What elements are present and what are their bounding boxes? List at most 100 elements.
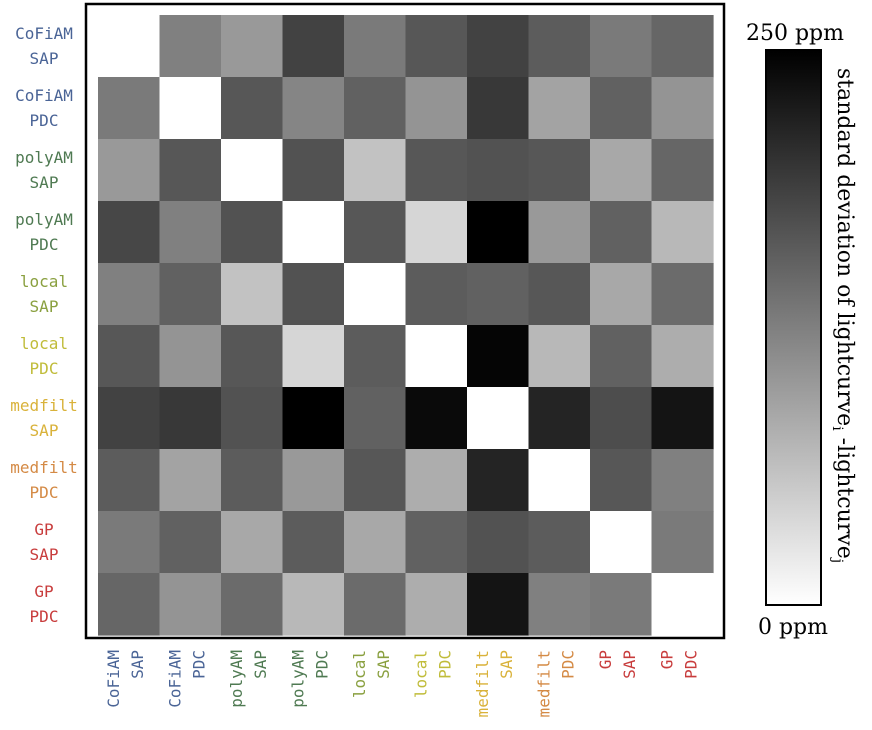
x-tick-label: SAP <box>497 650 516 679</box>
heatmap-cell <box>282 139 345 202</box>
colorbar-title-sub-i: i <box>829 426 845 431</box>
heatmap-cell <box>98 449 161 512</box>
y-tick-label: CoFiAM <box>15 86 73 105</box>
y-tick-label: local <box>20 334 68 353</box>
heatmap-cell <box>159 77 222 140</box>
heatmap-cell <box>344 263 407 326</box>
heatmap-cell <box>467 573 530 636</box>
heatmap-cell <box>528 139 591 202</box>
heatmap-cell <box>159 139 222 202</box>
heatmap-cell <box>467 201 530 264</box>
heatmap-cell <box>159 201 222 264</box>
y-tick-label: SAP <box>30 49 59 68</box>
y-tick-label: PDC <box>30 359 59 378</box>
x-tick-label: CoFiAM <box>165 650 184 708</box>
x-tick-label: local <box>350 650 369 698</box>
heatmap-cell <box>405 139 468 202</box>
heatmap-cell <box>98 511 161 574</box>
heatmap-cell <box>282 263 345 326</box>
heatmap-cell <box>159 573 222 636</box>
heatmap-cell <box>405 449 468 512</box>
heatmap-cell <box>344 573 407 636</box>
heatmap-cell <box>98 325 161 388</box>
heatmap-cell <box>98 387 161 450</box>
heatmap-cell <box>221 387 284 450</box>
x-tick-label: GP <box>657 650 676 669</box>
heatmap-cell <box>651 15 714 78</box>
heatmap-cell <box>344 325 407 388</box>
y-tick-label: polyAM <box>15 148 73 167</box>
heatmap-cell <box>282 387 345 450</box>
x-tick-label: SAP <box>374 650 393 679</box>
y-tick-label: SAP <box>30 297 59 316</box>
heatmap-cell <box>528 325 591 388</box>
heatmap-cell <box>344 449 407 512</box>
colorbar-bottom-label: 0 ppm <box>758 615 828 640</box>
heatmap-cell <box>528 387 591 450</box>
y-tick-label: SAP <box>30 173 59 192</box>
heatmap-cell <box>344 15 407 78</box>
heatmap-cell <box>282 77 345 140</box>
x-tick-label: medfilt <box>534 650 553 717</box>
heatmap-cell <box>98 263 161 326</box>
heatmap-cell <box>590 77 653 140</box>
heatmap-cell <box>405 77 468 140</box>
heatmap-cell <box>98 77 161 140</box>
heatmap-cell <box>98 201 161 264</box>
heatmap-cell <box>651 139 714 202</box>
heatmap-cell <box>221 573 284 636</box>
colorbar-title-main: standard deviation of lightcurve <box>832 68 857 426</box>
y-tick-label: GP <box>34 520 53 539</box>
heatmap-cell <box>651 387 714 450</box>
heatmap-cell <box>344 201 407 264</box>
heatmap-cell <box>590 449 653 512</box>
y-tick-label: PDC <box>30 235 59 254</box>
heatmap-cell <box>282 511 345 574</box>
heatmap-cell <box>159 15 222 78</box>
heatmap-cell <box>221 449 284 512</box>
heatmap-cell <box>590 325 653 388</box>
x-tick-label: SAP <box>251 650 270 679</box>
y-tick-label: SAP <box>30 545 59 564</box>
x-tick-label: polyAM <box>288 650 307 708</box>
heatmap-cell <box>344 139 407 202</box>
heatmap-cell <box>467 139 530 202</box>
y-tick-label: PDC <box>30 607 59 626</box>
heatmap-cell <box>467 263 530 326</box>
colorbar-top-label: 250 ppm <box>746 21 844 46</box>
heatmap-cell <box>221 15 284 78</box>
heatmap-cell <box>528 15 591 78</box>
heatmap-cell <box>528 201 591 264</box>
heatmap-cell <box>221 325 284 388</box>
heatmap-cell <box>221 511 284 574</box>
heatmap-cell <box>467 15 530 78</box>
heatmap-cell <box>344 387 407 450</box>
heatmap-cell <box>467 387 530 450</box>
heatmap-cell <box>590 201 653 264</box>
colorbar-title-mid: -lightcurve <box>832 431 857 559</box>
heatmap-cell <box>590 573 653 636</box>
heatmap-cell <box>405 15 468 78</box>
heatmap-cell <box>405 263 468 326</box>
x-axis-labels: CoFiAM SAP CoFiAM PDC polyAM SAP polyAM PDC loca… <box>104 650 700 717</box>
heatmap-cell <box>528 77 591 140</box>
heatmap-cell <box>405 511 468 574</box>
colorbar-gradient <box>765 49 822 606</box>
heatmap-cell <box>221 201 284 264</box>
heatmap-cell <box>282 201 345 264</box>
heatmap-cell <box>282 449 345 512</box>
heatmap-cell <box>651 573 714 636</box>
heatmap-cell <box>344 77 407 140</box>
heatmap-cell <box>467 325 530 388</box>
x-tick-label: PDC <box>435 650 454 679</box>
heatmap-cell <box>98 15 161 78</box>
heatmap-cell <box>282 15 345 78</box>
heatmap-cell <box>528 263 591 326</box>
heatmap-cell <box>344 511 407 574</box>
heatmap-cell <box>590 15 653 78</box>
heatmap-cell <box>159 263 222 326</box>
heatmap-cell <box>590 263 653 326</box>
x-tick-label: PDC <box>189 650 208 679</box>
x-tick-label: medfilt <box>473 650 492 717</box>
